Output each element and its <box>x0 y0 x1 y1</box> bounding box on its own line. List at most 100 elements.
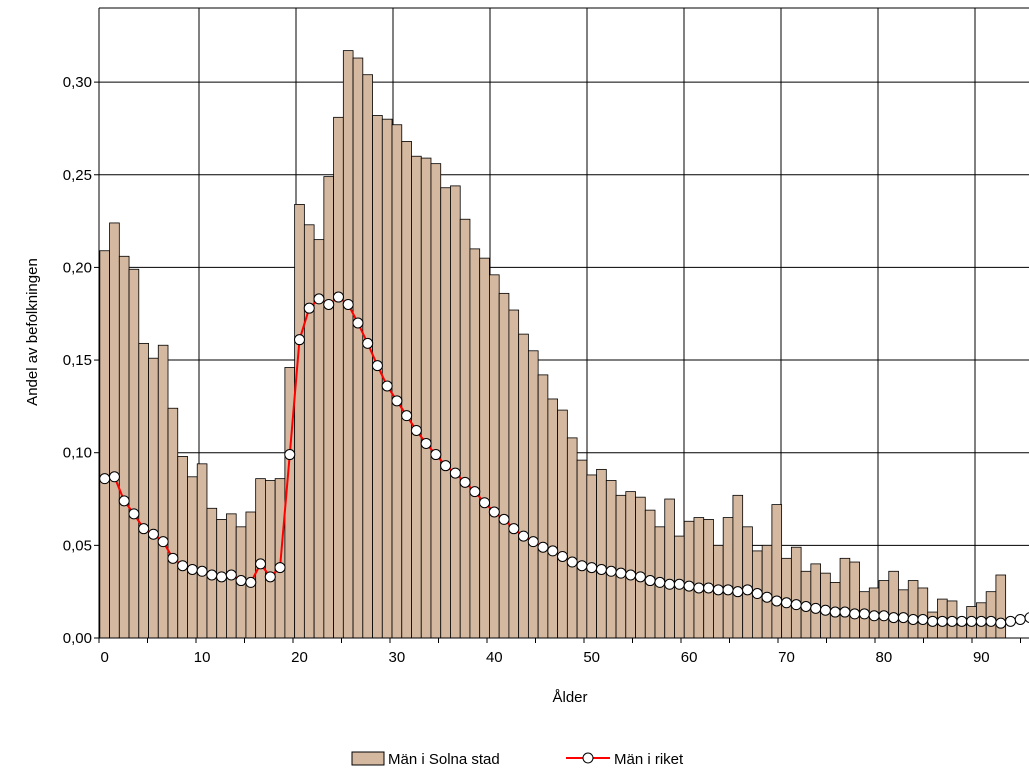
line-point <box>294 334 305 346</box>
line-point <box>985 615 997 627</box>
bar <box>294 204 305 639</box>
y-tick-label: 0,30 <box>63 74 92 91</box>
line-point <box>888 612 900 624</box>
line-point <box>819 604 831 616</box>
line-point <box>323 298 335 310</box>
bar <box>128 268 140 639</box>
line-point <box>586 562 598 574</box>
bar <box>547 398 559 639</box>
x-tick-label: 30 <box>389 649 406 666</box>
bar <box>323 176 334 639</box>
axes <box>94 8 1029 643</box>
line-point <box>595 563 607 575</box>
line-point <box>401 410 413 422</box>
bar <box>664 498 675 639</box>
line-point <box>615 567 627 579</box>
line-point <box>508 523 520 535</box>
line-point <box>128 508 140 520</box>
line-point <box>391 395 403 407</box>
line-point <box>907 613 919 625</box>
line-point <box>518 530 530 542</box>
bar <box>109 222 120 639</box>
line-point <box>566 556 578 568</box>
bar <box>644 509 656 639</box>
line-point <box>956 615 968 627</box>
line-point <box>138 523 150 535</box>
bar <box>722 517 734 639</box>
line-point <box>157 536 169 548</box>
bar <box>683 520 695 639</box>
line-point <box>186 563 198 575</box>
y-axis-title: Andel av befolkningen <box>24 258 41 406</box>
bar <box>586 474 597 639</box>
bar <box>557 409 568 639</box>
bar <box>576 459 588 639</box>
bar <box>625 491 636 639</box>
legend-label-line: Män i riket <box>614 751 684 768</box>
bar <box>771 504 783 639</box>
line-point <box>381 380 393 392</box>
bar <box>411 155 422 639</box>
y-tick-label: 0,05 <box>63 537 92 554</box>
line-point <box>206 569 218 581</box>
x-tick-label: 50 <box>583 649 600 666</box>
line-point <box>742 584 754 596</box>
bar <box>391 124 403 639</box>
line-point <box>654 576 666 588</box>
line-point <box>235 575 247 587</box>
line-point <box>479 497 491 509</box>
bar <box>440 187 451 639</box>
line-point <box>868 610 880 622</box>
line-point <box>332 291 344 303</box>
bar <box>615 494 627 639</box>
bar <box>177 456 188 639</box>
bar <box>148 357 159 639</box>
bar <box>527 350 539 639</box>
bar <box>469 248 481 639</box>
y-tick-label: 0,15 <box>63 352 92 369</box>
line-point <box>790 599 802 611</box>
bar <box>342 50 354 639</box>
line-point <box>177 560 189 572</box>
x-tick-label: 70 <box>778 649 795 666</box>
line-point <box>673 578 685 590</box>
bar <box>635 496 646 639</box>
bar <box>839 557 851 639</box>
line-point <box>897 612 909 624</box>
bar <box>333 116 344 639</box>
bar <box>790 546 802 639</box>
bar <box>761 544 773 639</box>
bar <box>849 561 860 639</box>
line-point <box>1014 613 1026 625</box>
bar <box>479 257 490 639</box>
bar <box>118 255 130 639</box>
line-point <box>371 360 383 372</box>
bar <box>372 115 383 639</box>
bar <box>138 342 149 639</box>
line-point <box>469 486 481 498</box>
line-point <box>216 571 228 583</box>
bar <box>450 185 461 639</box>
bar <box>732 494 744 639</box>
bar <box>605 480 617 639</box>
bar <box>99 250 110 639</box>
x-tick-label: 90 <box>973 649 990 666</box>
line-point <box>352 317 364 329</box>
bar <box>498 292 510 639</box>
line-point <box>99 473 111 485</box>
line-point <box>781 597 792 609</box>
bar <box>518 333 529 639</box>
line-point <box>118 495 130 507</box>
bar <box>255 478 266 639</box>
bar <box>537 374 549 639</box>
x-tick-label: 60 <box>681 649 698 666</box>
line-point <box>751 588 763 600</box>
line-point <box>936 615 948 627</box>
legend-swatch-marker <box>582 752 594 764</box>
line-point <box>255 558 267 570</box>
bar <box>187 476 198 639</box>
line-point <box>225 569 237 581</box>
bar <box>362 74 373 639</box>
bar <box>420 157 432 639</box>
legend-label-bar: Män i Solna stad <box>388 751 500 768</box>
